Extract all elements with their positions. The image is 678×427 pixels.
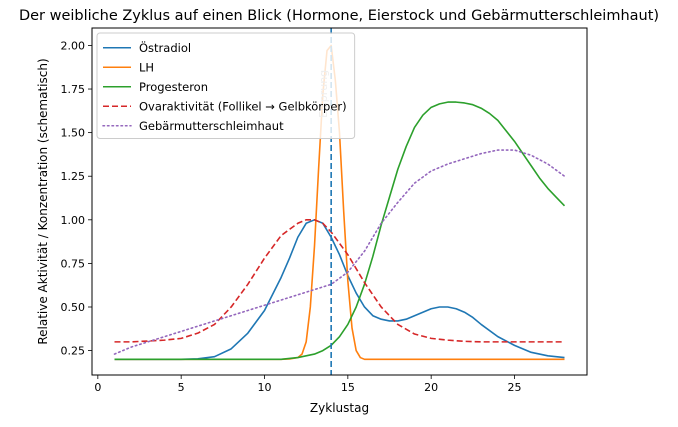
y-tick-label: 1.50 bbox=[61, 127, 86, 140]
legend-label-1: LH bbox=[139, 60, 154, 74]
y-tick-label: 1.25 bbox=[61, 170, 86, 183]
legend-label-3: Ovaraktivität (Follikel → Gelbkörper) bbox=[139, 99, 347, 113]
x-axis: 0 5 10 15 20 25 bbox=[94, 375, 522, 394]
x-tick-label: 25 bbox=[508, 381, 522, 394]
plot-frame bbox=[91, 27, 588, 376]
y-tick-label: 0.25 bbox=[61, 345, 86, 358]
y-tick-label: 1.00 bbox=[61, 214, 86, 227]
y-tick-label: 2.00 bbox=[61, 39, 86, 52]
y-axis: 0.25 0.50 0.75 1.00 1.25 1.50 1.75 2.00 bbox=[61, 39, 92, 358]
x-tick-label: 15 bbox=[341, 381, 355, 394]
chart-title: Der weibliche Zyklus auf einen Blick (Ho… bbox=[19, 8, 659, 24]
series-line-3 bbox=[114, 219, 565, 343]
series-line-0 bbox=[114, 219, 565, 361]
y-tick-label: 0.75 bbox=[61, 257, 86, 270]
legend-box bbox=[96, 32, 356, 139]
x-tick-label: 10 bbox=[258, 381, 272, 394]
series-line-4 bbox=[113, 149, 566, 355]
x-axis-label: Zyklustag bbox=[310, 401, 369, 415]
x-tick-label: 5 bbox=[178, 381, 185, 394]
legend: Östradiol LH Progesteron Ovaraktivität (Fol… bbox=[96, 32, 356, 139]
series-line-2 bbox=[114, 101, 566, 361]
y-tick-label: 1.75 bbox=[61, 83, 86, 96]
x-tick-label: 0 bbox=[94, 381, 101, 394]
x-tick-label: 20 bbox=[424, 381, 438, 394]
legend-label-2: Progesteron bbox=[139, 80, 208, 94]
y-tick-label: 0.50 bbox=[61, 301, 86, 314]
y-axis-label: Relative Aktivität / Konzentration (sche… bbox=[36, 58, 50, 344]
legend-label-4: Gebärmutterschleimhaut bbox=[139, 119, 284, 133]
series-layer bbox=[113, 44, 566, 361]
legend-label-0: Östradiol bbox=[139, 39, 191, 55]
